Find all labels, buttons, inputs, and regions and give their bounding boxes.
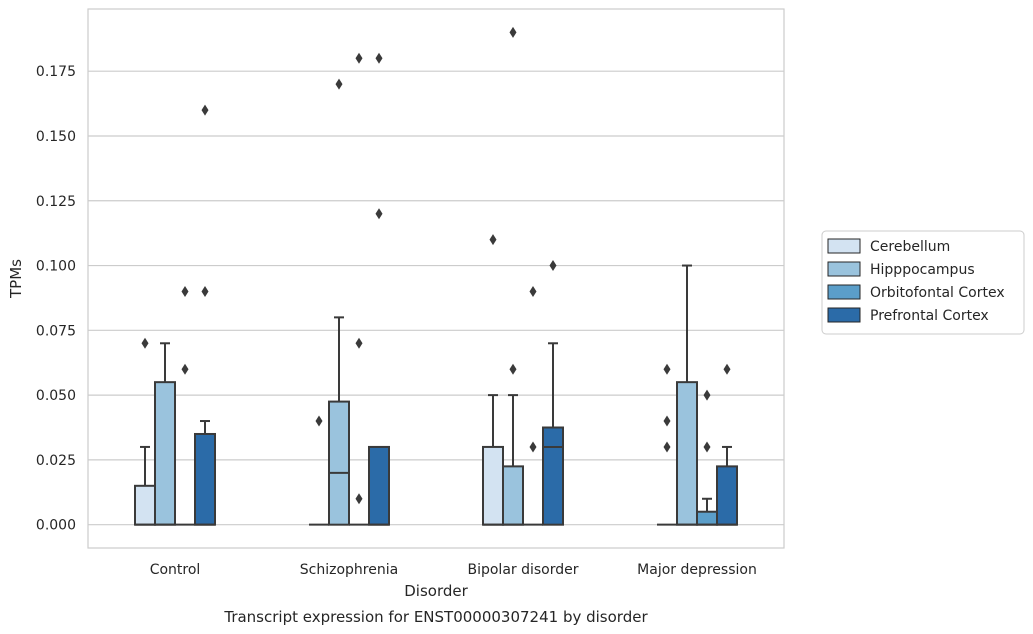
outlier-3-2-0: [549, 260, 557, 272]
outlier-0-2-0: [489, 234, 497, 246]
outlier-2-3-0: [703, 441, 711, 453]
box-0-2: [482, 394, 504, 526]
box-3-2: [542, 342, 564, 526]
box-body: [716, 465, 738, 526]
legend: Cerebellum Hipppocampus Orbitofontal Corte…: [821, 230, 1025, 335]
outlier-1-2-0: [509, 363, 517, 375]
box-body: [134, 484, 156, 526]
x-axis-label: Disorder: [404, 582, 468, 600]
outlier-0-1-0: [315, 415, 323, 427]
y-tick-label-4: 0.100: [36, 259, 76, 275]
box-3-1: [368, 445, 390, 526]
plot-frame: [87, 8, 785, 549]
outlier-3-1-0: [375, 208, 383, 220]
legend-swatch-3: [827, 307, 861, 323]
outlier-1-2-1: [509, 26, 517, 38]
box-body: [482, 445, 504, 526]
outlier-0-3-1: [663, 415, 671, 427]
outlier-0-3-0: [663, 441, 671, 453]
x-tick-label-0: Control: [150, 562, 201, 578]
y-axis-label: TPMs: [7, 259, 25, 299]
y-tick-label-1: 0.025: [36, 453, 76, 469]
legend-swatch-2: [827, 284, 861, 300]
box-1-2: [502, 394, 524, 526]
outlier-1-1-0: [335, 78, 343, 90]
y-tick-label-5: 0.125: [36, 194, 76, 210]
box-body: [328, 400, 350, 526]
y-tick-label-3: 0.075: [36, 323, 76, 339]
box-1-0: [154, 342, 176, 526]
outlier-3-3-0: [723, 363, 731, 375]
outlier-3-0-0: [201, 285, 209, 297]
legend-swatch-1: [827, 261, 861, 277]
outlier-2-1-0: [355, 493, 363, 505]
box-1-3: [676, 264, 698, 526]
outlier-2-3-1: [703, 389, 711, 401]
box-body: [154, 381, 176, 526]
y-tick-label-6: 0.150: [36, 129, 76, 145]
box-body: [502, 465, 524, 526]
legend-items: Cerebellum Hipppocampus Orbitofontal Corte…: [827, 238, 1005, 324]
x-tick-label-2: Bipolar disorder: [467, 562, 578, 578]
outlier-3-0-1: [201, 104, 209, 116]
legend-label-3: Prefrontal Cortex: [870, 308, 989, 324]
y-tick-label-7: 0.175: [36, 64, 76, 80]
x-tick-label-1: Schizophrenia: [300, 562, 398, 578]
box-layer: [134, 264, 738, 526]
y-tick-label-0: 0.000: [36, 518, 76, 534]
legend-label-1: Hipppocampus: [870, 262, 975, 278]
box-body: [676, 381, 698, 526]
outlier-2-0-0: [181, 363, 189, 375]
box-body: [542, 426, 564, 526]
box-3-0: [194, 420, 216, 526]
outlier-2-1-2: [355, 52, 363, 64]
outlier-2-1-1: [355, 337, 363, 349]
legend-label-0: Cerebellum: [870, 239, 950, 255]
outlier-0-3-2: [663, 363, 671, 375]
outlier-2-2-1: [529, 285, 537, 297]
outlier-0-0-0: [141, 337, 149, 349]
outlier-2-0-1: [181, 285, 189, 297]
chart-title: Transcript expression for ENST0000030724…: [223, 608, 648, 626]
legend-swatch-0: [827, 238, 861, 254]
box-body: [368, 445, 390, 526]
x-tick-labels: Control Schizophrenia Bipolar disorder Majo…: [150, 562, 757, 578]
x-tick-label-3: Major depression: [637, 562, 757, 578]
y-tick-labels: 0.000 0.025 0.050 0.075 0.100 0.125 0.150 0.175: [36, 64, 76, 533]
y-tick-label-2: 0.050: [36, 388, 76, 404]
box-body: [194, 432, 216, 526]
box-3-3: [716, 445, 738, 526]
legend-frame: [821, 230, 1025, 335]
box-1-1: [328, 316, 350, 526]
box-0-0: [134, 445, 156, 526]
outlier-2-2-0: [529, 441, 537, 453]
outlier-layer: [141, 26, 731, 505]
legend-label-2: Orbitofontal Cortex: [870, 285, 1005, 301]
outlier-3-1-1: [375, 52, 383, 64]
box-2-3: [696, 497, 718, 526]
box-body: [696, 510, 718, 526]
